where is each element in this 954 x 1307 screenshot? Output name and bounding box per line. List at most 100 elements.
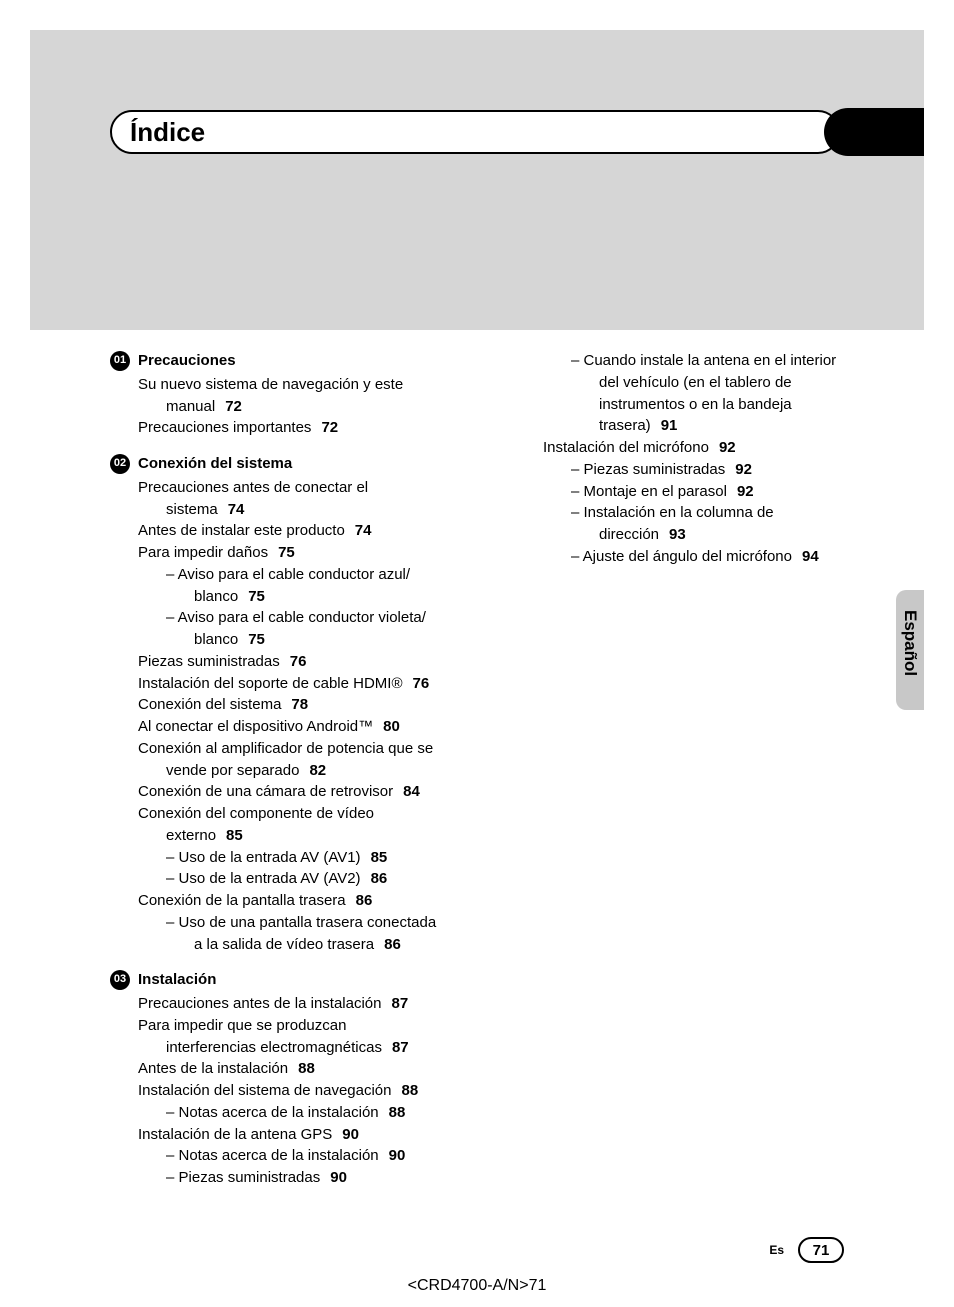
page-ref: 76 <box>413 675 430 692</box>
page-title: Índice <box>130 117 205 148</box>
toc-text: – Notas acerca de la instalación <box>166 1104 379 1121</box>
toc-text: Conexión al amplificador de potencia que… <box>138 740 433 757</box>
page-ref: 76 <box>290 653 307 670</box>
toc-entry: interferencias electromagnéticas 87 <box>166 1037 475 1059</box>
toc-text: – Instalación en la columna de <box>571 504 774 521</box>
toc-sub: – Instalación en la columna de <box>571 502 880 524</box>
toc-text: – Piezas suministradas <box>571 461 725 478</box>
toc-text: Precauciones antes de la instalación <box>138 995 382 1012</box>
page-ref: 90 <box>330 1169 347 1186</box>
toc-text: interferencias electromagnéticas <box>166 1039 382 1056</box>
toc-text: – Aviso para el cable conductor violeta/ <box>166 609 426 626</box>
toc-sub: del vehículo (en el tablero de <box>599 372 880 394</box>
toc-text: Conexión de una cámara de retrovisor <box>138 783 393 800</box>
toc-entry: Precauciones antes de conectar el <box>138 477 475 499</box>
section-02-header: 02 Conexión del sistema <box>110 453 475 475</box>
page-ref: 94 <box>802 548 819 565</box>
toc-entry: vende por separado82 <box>166 760 475 782</box>
toc-entry: Conexión al amplificador de potencia que… <box>138 738 475 760</box>
toc-text: Conexión del sistema <box>138 696 281 713</box>
toc-text: Antes de instalar este producto <box>138 522 345 539</box>
page-ref: 88 <box>402 1082 419 1099</box>
toc-sub: – Uso de una pantalla trasera conectada <box>166 912 475 934</box>
toc-text: – Uso de una pantalla trasera conectada <box>166 914 436 931</box>
toc-text: Piezas suministradas <box>138 653 280 670</box>
toc-text: Para impedir que se produzcan <box>138 1017 346 1034</box>
toc-text: dirección <box>599 526 659 543</box>
toc-entry: Precauciones antes de la instalación87 <box>138 993 475 1015</box>
page-ref: 88 <box>389 1104 406 1121</box>
page-ref: 93 <box>669 526 686 543</box>
page-ref: 87 <box>392 1039 409 1056</box>
toc-text: trasera) <box>599 417 651 434</box>
toc-text: Instalación del micrófono <box>543 439 709 456</box>
page-ref: 88 <box>298 1060 315 1077</box>
badge-02: 02 <box>110 454 130 474</box>
page-ref: 75 <box>248 588 265 605</box>
toc-sub: – Montaje en el parasol92 <box>571 481 880 503</box>
page-ref: 74 <box>355 522 372 539</box>
toc-content: 01 Precauciones Su nuevo sistema de nave… <box>110 350 880 1189</box>
toc-text: – Aviso para el cable conductor azul/ <box>166 566 410 583</box>
column-right: – Cuando instale la antena en el interio… <box>515 350 880 1189</box>
page-title-container: Índice <box>110 110 840 154</box>
page-ref: 72 <box>321 419 338 436</box>
toc-entry: Precauciones importantes72 <box>138 417 475 439</box>
toc-text: Antes de la instalación <box>138 1060 288 1077</box>
toc-text: sistema <box>166 501 218 518</box>
toc-entry: Piezas suministradas 76 <box>138 651 475 673</box>
page-ref: 80 <box>383 718 400 735</box>
toc-text: del vehículo (en el tablero de <box>599 374 792 391</box>
toc-sub: – Aviso para el cable conductor violeta/ <box>166 607 475 629</box>
toc-sub: dirección 93 <box>599 524 880 546</box>
toc-text: – Cuando instale la antena en el interio… <box>571 352 836 369</box>
toc-sub: a la salida de vídeo trasera86 <box>194 934 475 956</box>
toc-entry: Antes de instalar este producto 74 <box>138 520 475 542</box>
toc-entry: Conexión del sistema 78 <box>138 694 475 716</box>
toc-sub: – Ajuste del ángulo del micrófono94 <box>571 546 880 568</box>
toc-sub: blanco 75 <box>194 586 475 608</box>
toc-sub: – Uso de la entrada AV (AV2)86 <box>166 868 475 890</box>
section-01-header: 01 Precauciones <box>110 350 475 372</box>
toc-sub: – Aviso para el cable conductor azul/ <box>166 564 475 586</box>
column-left: 01 Precauciones Su nuevo sistema de nave… <box>110 350 475 1189</box>
toc-text: Precauciones antes de conectar el <box>138 479 368 496</box>
footer-page-number: 71 <box>798 1237 844 1263</box>
toc-text: externo <box>166 827 216 844</box>
toc-text: Instalación del sistema de navegación <box>138 1082 392 1099</box>
toc-sub: – Piezas suministradas 92 <box>571 459 880 481</box>
page-ref: 86 <box>384 936 401 953</box>
toc-entry: externo85 <box>166 825 475 847</box>
page-ref: 92 <box>735 461 752 478</box>
toc-entry: Para impedir que se produzcan <box>138 1015 475 1037</box>
page-ref: 84 <box>403 783 420 800</box>
toc-entry: Su nuevo sistema de navegación y este <box>138 374 475 396</box>
page-ref: 92 <box>737 483 754 500</box>
badge-03: 03 <box>110 970 130 990</box>
toc-entry: manual72 <box>166 396 475 418</box>
toc-text: blanco <box>194 588 238 605</box>
toc-text: – Uso de la entrada AV (AV1) <box>166 849 361 866</box>
section-03-title: Instalación <box>138 969 216 991</box>
page-ref: 91 <box>661 417 678 434</box>
section-01-title: Precauciones <box>138 350 236 372</box>
toc-text: Conexión de la pantalla trasera <box>138 892 346 909</box>
page-ref: 82 <box>309 762 326 779</box>
toc-sub: – Notas acerca de la instalación90 <box>166 1145 475 1167</box>
toc-entry: Instalación del soporte de cable HDMI®76 <box>138 673 475 695</box>
toc-sub: trasera) 91 <box>599 415 880 437</box>
toc-text: Conexión del componente de vídeo <box>138 805 374 822</box>
black-tab <box>824 108 924 156</box>
toc-entry: Instalación de la antena GPS90 <box>138 1124 475 1146</box>
toc-entry: Al conectar el dispositivo Android™80 <box>138 716 475 738</box>
badge-01: 01 <box>110 351 130 371</box>
toc-text: Para impedir daños <box>138 544 268 561</box>
toc-entry: Instalación del sistema de navegación 88 <box>138 1080 475 1102</box>
page-ref: 78 <box>291 696 308 713</box>
toc-text: Instalación de la antena GPS <box>138 1126 332 1143</box>
page-ref: 72 <box>225 398 242 415</box>
toc-sub: – Piezas suministradas90 <box>166 1167 475 1189</box>
toc-entry: Instalación del micrófono92 <box>543 437 880 459</box>
footer-lang-code: Es <box>769 1243 784 1257</box>
toc-text: Su nuevo sistema de navegación y este <box>138 376 403 393</box>
